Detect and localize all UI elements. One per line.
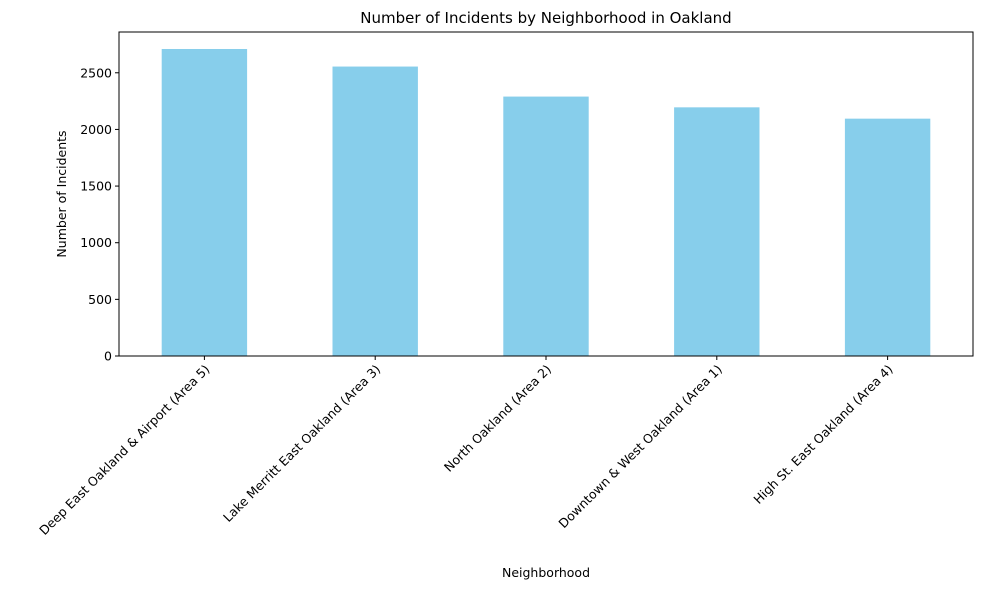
x-tick-label: High St. East Oakland (Area 4) [750,362,895,507]
bar-4 [674,107,760,356]
bars-group [161,48,931,357]
bar-5 [844,118,931,356]
y-tick-label: 500 [88,292,112,307]
y-axis: 0 500 1000 1500 2000 2500 [80,65,119,364]
x-tick-label: North Oakland (Area 2) [441,362,554,475]
y-tick-label: 1500 [80,179,112,194]
y-tick-label: 1000 [80,235,112,250]
y-tick-label: 2000 [80,122,112,137]
y-axis-label: Number of Incidents [54,130,69,257]
y-tick-label: 2500 [80,65,112,80]
y-tick-label: 0 [104,349,112,364]
bar-3 [503,96,589,356]
x-tick-label: Downtown & West Oakland (Area 1) [555,362,724,531]
x-axis: Deep East Oakland & Airport (Area 5) Lake… [36,356,896,538]
x-axis-label: Neighborhood [502,565,590,580]
chart-title: Number of Incidents by Neighborhood in O… [360,9,731,27]
bar-2 [332,66,418,357]
bar-1 [161,48,248,356]
x-tick-label: Deep East Oakland & Airport (Area 5) [36,362,212,538]
x-tick-label: Lake Merritt East Oakland (Area 3) [220,362,383,525]
